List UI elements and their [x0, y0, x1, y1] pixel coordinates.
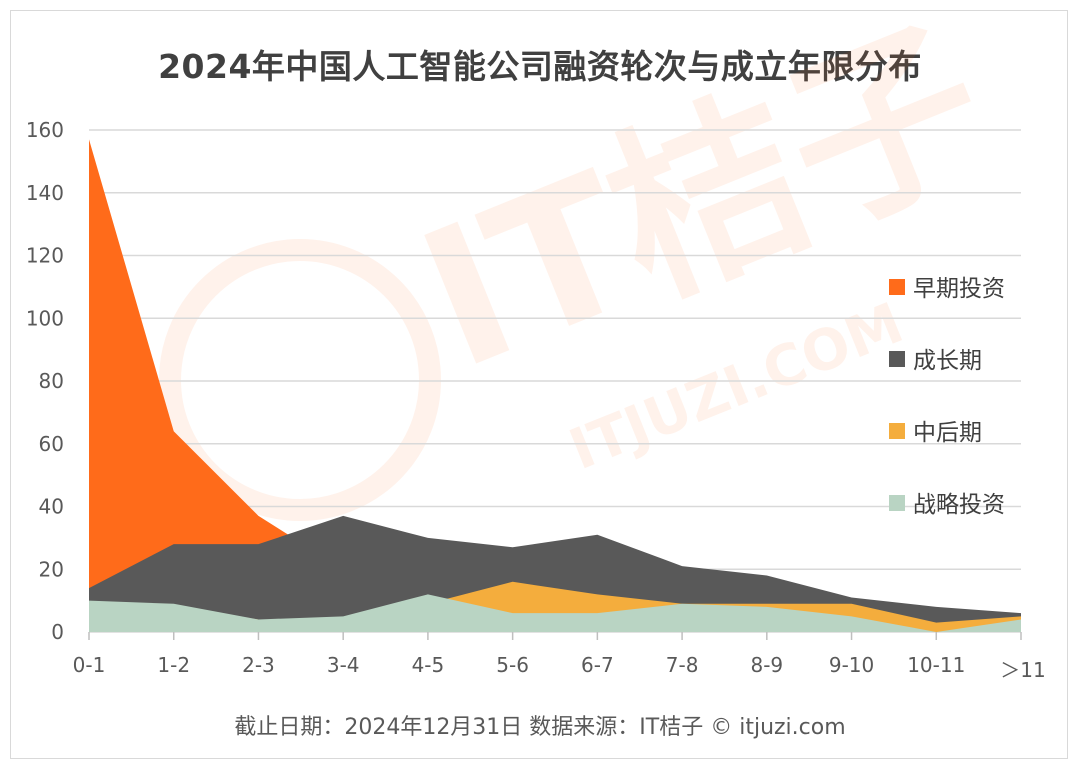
x-tick-label: 10-11 [907, 653, 965, 677]
footer-source-note: 截止日期：2024年12月31日 数据来源：IT桔子 © itjuzi.com [234, 715, 846, 740]
x-tick-label: 0-1 [73, 653, 106, 677]
chart-frame [10, 10, 1068, 759]
chart-title: 2024年中国人工智能公司融资轮次与成立年限分布 [158, 47, 922, 86]
watermark-orange-logo [159, 239, 441, 521]
legend-swatch [889, 351, 905, 367]
series-area-2 [89, 515, 1021, 632]
y-tick-label: 40 [39, 495, 64, 519]
x-tick-label: 6-7 [581, 653, 614, 677]
legend-swatch [889, 279, 905, 295]
y-tick-label: 160 [26, 118, 64, 142]
legend-label: 中后期 [913, 420, 982, 446]
y-axis-labels: 0 20 40 60 80 100 120 140 160 [26, 118, 64, 644]
x-tick-label: 8-9 [750, 653, 783, 677]
x-tick-label: 4-5 [412, 653, 445, 677]
x-tick-label: 9-10 [829, 653, 874, 677]
legend-label: 早期投资 [913, 276, 1005, 302]
legend-swatch [889, 423, 905, 439]
x-axis-labels: 0-1 1-2 2-3 3-4 4-5 5-6 6-7 7-8 8-9 9-10 10-11 ＞11 [73, 632, 1046, 682]
legend-label: 战略投资 [913, 492, 1005, 518]
y-tick-label: 80 [39, 369, 64, 393]
legend-label: 成长期 [913, 348, 982, 374]
y-tick-label: 120 [26, 244, 64, 268]
y-tick-label: 100 [26, 306, 64, 330]
x-tick-label: 1-2 [157, 653, 190, 677]
x-tick-label: 2-3 [242, 653, 275, 677]
x-tick-label: 5-6 [496, 653, 529, 677]
x-tick-label: 7-8 [666, 653, 699, 677]
x-tick-label: ＞11 [1000, 658, 1045, 682]
y-tick-label: 0 [51, 620, 64, 644]
x-tick-label: 3-4 [327, 653, 360, 677]
series-area-4 [89, 594, 1021, 632]
y-tick-label: 140 [26, 181, 64, 205]
series-areas [89, 139, 1021, 632]
y-tick-label: 20 [39, 557, 64, 581]
y-tick-label: 60 [39, 432, 64, 456]
legend-swatch [889, 495, 905, 511]
